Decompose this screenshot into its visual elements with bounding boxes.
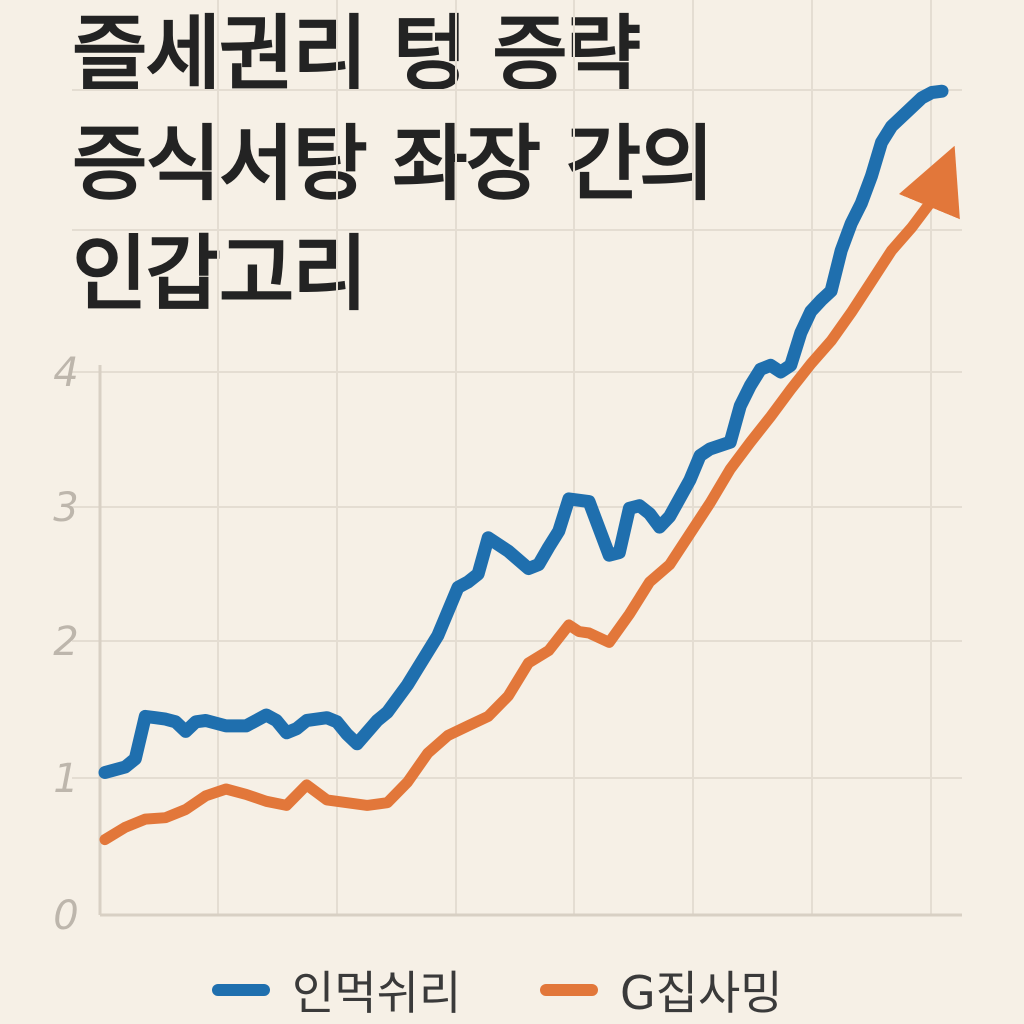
legend-label-series-1: 인먹쉬리	[292, 966, 462, 1020]
legend-item-series-2: G집사밍	[540, 955, 783, 1024]
chart-title-line-3: 인갑고리	[72, 227, 368, 322]
y-tick-label: 2	[53, 619, 78, 665]
legend-swatch-series-2	[540, 984, 598, 996]
legend-item-series-1: 인먹쉬리	[212, 955, 461, 1024]
chart-title-line-2: 증식서탕 좌장 간의	[72, 117, 715, 212]
series-lines	[98, 84, 960, 846]
series-line-2	[99, 145, 960, 846]
y-tick-labels: 0 1 2 3 4	[53, 350, 78, 939]
y-tick-label: 4	[53, 350, 78, 396]
legend-label-series-2: G집사밍	[620, 966, 783, 1020]
y-tick-label: 0	[53, 893, 78, 939]
axes	[98, 365, 962, 917]
chart-title-line-1: 즐세권리 텅 증략	[72, 7, 641, 102]
legend: 인먹쉬리 G집사밍	[0, 955, 1024, 1024]
series-line-1	[98, 84, 949, 779]
legend-swatch-series-1	[212, 984, 270, 996]
y-tick-label: 3	[53, 485, 78, 531]
y-tick-label: 1	[53, 756, 78, 802]
grid	[72, 0, 962, 915]
chart-title: 즐세권리 텅 증략 증식서탕 좌장 간의 인갑고리	[72, 0, 972, 330]
